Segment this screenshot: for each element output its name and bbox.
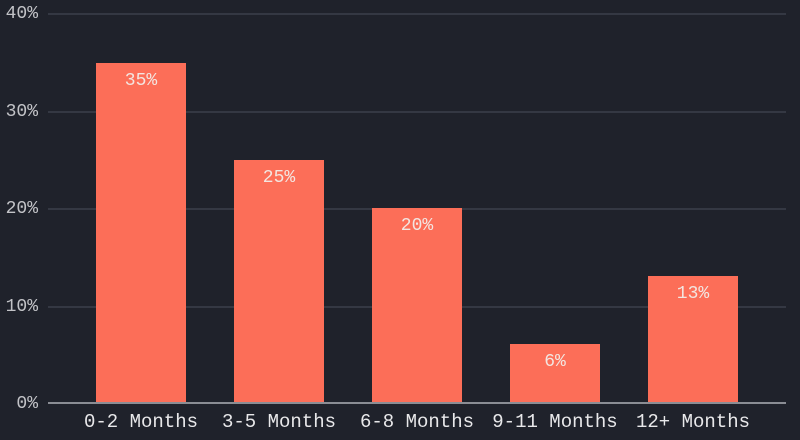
- y-axis: 0% 10% 20% 30% 40%: [0, 4, 38, 414]
- bar-value-label: 35%: [124, 70, 158, 91]
- bar-9-11-months: 6%: [510, 343, 600, 402]
- y-tick-label: 20%: [5, 199, 38, 219]
- bar-value-label: 20%: [400, 216, 434, 236]
- bar-value-label: 13%: [676, 283, 710, 304]
- bar-slot: 35%: [72, 14, 210, 402]
- x-tick-label: 3-5 Months: [221, 411, 337, 433]
- x-tick-label: 12+ Months: [635, 411, 751, 433]
- bar-3-5-months: 25%: [234, 159, 324, 402]
- bar-value-label: 25%: [262, 167, 296, 188]
- x-tick-label: 0-2 Months: [83, 411, 199, 433]
- bar-slot: 6%: [486, 14, 624, 402]
- bars-group: 35% 25% 20% 6% 13%: [48, 14, 786, 402]
- y-tick-label: 40%: [5, 4, 38, 24]
- plot-area: 35% 25% 20% 6% 13%: [48, 13, 786, 404]
- bar-0-2-months: 35%: [96, 62, 186, 402]
- bar-slot: 20%: [348, 14, 486, 402]
- x-tick-label: 6-8 Months: [359, 411, 475, 433]
- x-axis: 0-2 Months 3-5 Months 6-8 Months 9-11 Month…: [48, 407, 786, 437]
- bar-12-months: 13%: [648, 275, 738, 402]
- bar-slot: 25%: [210, 14, 348, 402]
- bar-value-label: 6%: [544, 351, 566, 372]
- y-tick-label: 30%: [5, 101, 38, 122]
- x-axis-baseline: [48, 402, 786, 404]
- gridline-30%: [48, 110, 786, 113]
- x-tick-label: 9-11 Months: [492, 411, 618, 433]
- bar-6-8-months: 20%: [372, 208, 462, 402]
- bar-slot: 13%: [624, 14, 762, 402]
- y-tick-label: 0%: [16, 394, 38, 414]
- y-tick-label: 10%: [5, 296, 38, 317]
- gridline-40%: [48, 13, 786, 15]
